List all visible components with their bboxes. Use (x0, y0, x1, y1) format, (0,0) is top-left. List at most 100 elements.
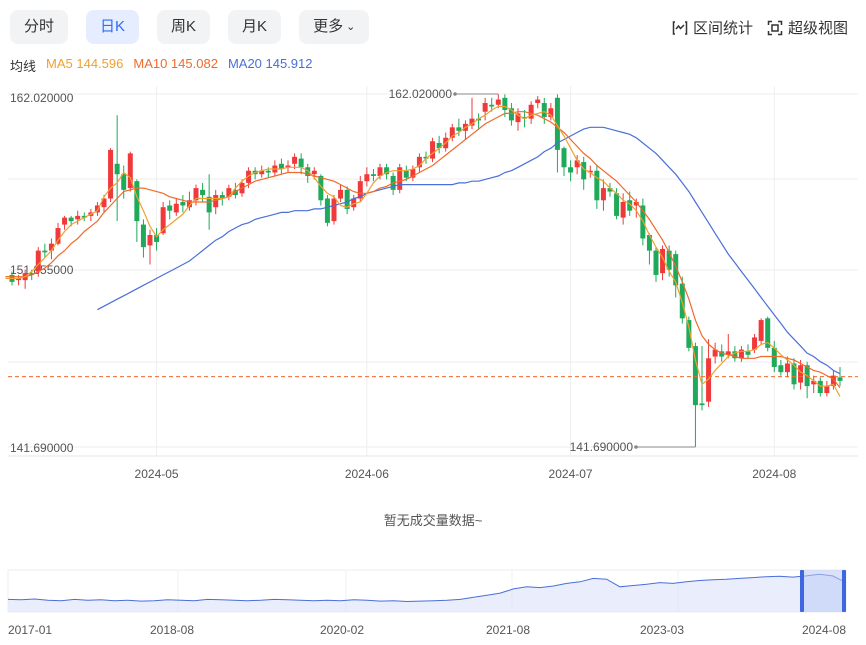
tab-weekly-k-label: 周K (171, 18, 197, 35)
tab-more[interactable]: 更多 ⌄ (299, 10, 370, 44)
candle (55, 222, 61, 246)
candle-body (778, 365, 784, 373)
candle-body (607, 188, 613, 192)
candle-body (706, 358, 712, 402)
candle-body (798, 365, 804, 383)
candle (121, 165, 127, 199)
range-stat-icon (672, 20, 688, 35)
candle-body (476, 118, 482, 121)
candle-body (370, 174, 376, 176)
candle (364, 167, 370, 187)
candle (272, 160, 278, 176)
navigator-line (7, 573, 847, 603)
period-tabs: 分时 日K 周K 月K 更多 ⌄ (10, 10, 370, 44)
candle (837, 366, 843, 387)
candle (318, 174, 324, 206)
candle (738, 346, 744, 362)
range-navigator[interactable]: 2017-01 2018-08 2020-02 2021-08 2023-03 2024-… (0, 562, 866, 645)
candle-body (508, 108, 514, 121)
candle-body (206, 196, 212, 213)
candle (607, 182, 613, 197)
ma5-line (5, 105, 841, 397)
candle-body (173, 203, 179, 213)
candle-body (752, 337, 758, 350)
candle-body (758, 320, 764, 341)
candle-body (666, 250, 672, 270)
candle-body (633, 202, 639, 206)
candle (200, 182, 206, 203)
candle-body (75, 215, 81, 220)
range-stat-button[interactable]: 区间统计 (672, 17, 753, 38)
candle (811, 375, 817, 393)
candle (495, 94, 501, 109)
min-annotation-dot (634, 445, 638, 449)
candle-body (456, 127, 462, 131)
candle (574, 155, 580, 175)
candle-body (587, 170, 593, 173)
ma10-legend: MA10 145.082 (133, 56, 218, 71)
tab-more-label: 更多 (313, 18, 344, 35)
candle-body (62, 217, 68, 225)
candle (594, 165, 600, 209)
navigator-x-label: 2018-08 (150, 623, 194, 637)
candle-body (561, 148, 567, 168)
candle (824, 380, 830, 397)
candle-body (226, 188, 232, 197)
candle-body (489, 104, 495, 107)
candle (699, 346, 705, 411)
candle (568, 160, 574, 182)
candle-body (121, 174, 127, 190)
expand-view-icon (767, 20, 783, 35)
candle (338, 184, 344, 203)
candle-body (140, 224, 146, 248)
y-tick-label: 162.020000 (10, 91, 74, 105)
candle (732, 346, 738, 362)
no-volume-message: 暂无成交量数据~ (383, 513, 483, 528)
tab-weekly-k[interactable]: 周K (157, 10, 211, 44)
tab-monthly-k[interactable]: 月K (228, 10, 282, 44)
tab-intraday[interactable]: 分时 (10, 10, 69, 44)
candle (213, 189, 219, 215)
candle-body (403, 170, 409, 178)
candle (75, 210, 81, 225)
candle-body (311, 170, 317, 175)
candle (285, 160, 291, 173)
candle (81, 212, 87, 222)
candle (508, 103, 514, 126)
candlestick-chart[interactable]: 162.020000151.855000141.690000162.020000… (0, 84, 866, 484)
candle (62, 215, 68, 230)
candle-body (430, 141, 436, 159)
candle-body (167, 205, 173, 211)
candle-body (725, 351, 731, 355)
max-annotation-label: 162.020000 (389, 87, 453, 101)
candle-body (568, 167, 574, 173)
candle (423, 151, 429, 164)
candle-body (712, 349, 718, 357)
candle-body (535, 99, 541, 104)
candle-body (745, 351, 751, 355)
candle-body (837, 377, 843, 381)
candle (449, 123, 455, 142)
candle-body (791, 363, 797, 385)
navigator-area (8, 574, 846, 612)
candle-body (55, 228, 61, 244)
candle (167, 200, 173, 220)
candle (686, 316, 692, 352)
candle (430, 137, 436, 163)
candle (357, 175, 363, 203)
candle (324, 195, 330, 227)
super-view-button[interactable]: 超级视图 (767, 17, 848, 38)
candle (758, 318, 764, 345)
navigator-left-handle (800, 570, 804, 612)
tab-daily-k[interactable]: 日K (86, 10, 140, 44)
candle (791, 358, 797, 390)
ma5-legend: MA5 144.596 (46, 56, 124, 71)
ma20-line (97, 126, 841, 375)
candle-body (81, 215, 87, 218)
candle (180, 195, 186, 213)
candle (436, 136, 442, 154)
tab-daily-k-label: 日K (100, 18, 126, 35)
max-annotation-dot (453, 92, 457, 96)
candle-body (646, 234, 652, 251)
candle (600, 179, 606, 211)
